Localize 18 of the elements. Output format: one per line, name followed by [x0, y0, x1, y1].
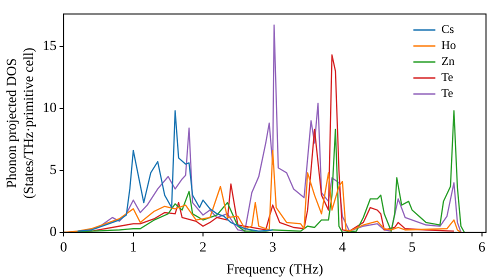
legend-label: Te	[441, 86, 454, 100]
legend-label: Cs	[441, 22, 454, 36]
legend-label: Zn	[441, 54, 455, 68]
y-tick-label: 0	[50, 225, 57, 240]
y-tick-label: 10	[42, 100, 57, 116]
x-axis-title: Frequency (THz)	[226, 262, 324, 278]
x-tick-label: 3	[269, 240, 276, 256]
legend-label: Te	[441, 70, 454, 84]
x-tick-label: 4	[338, 240, 346, 256]
y-tick-label: 5	[50, 163, 57, 178]
x-tick-label: 2	[200, 240, 207, 256]
x-tick-label: 6	[478, 240, 486, 256]
legend-label: Ho	[441, 38, 456, 52]
x-tick-label: 1	[130, 240, 137, 256]
y-axis-title: Phonon projected DOS (States/THz·primitive cell)	[5, 47, 37, 199]
x-tick-label: 5	[408, 240, 416, 256]
x-tick-label: 0	[60, 240, 68, 256]
y-tick-label: 15	[42, 38, 57, 54]
